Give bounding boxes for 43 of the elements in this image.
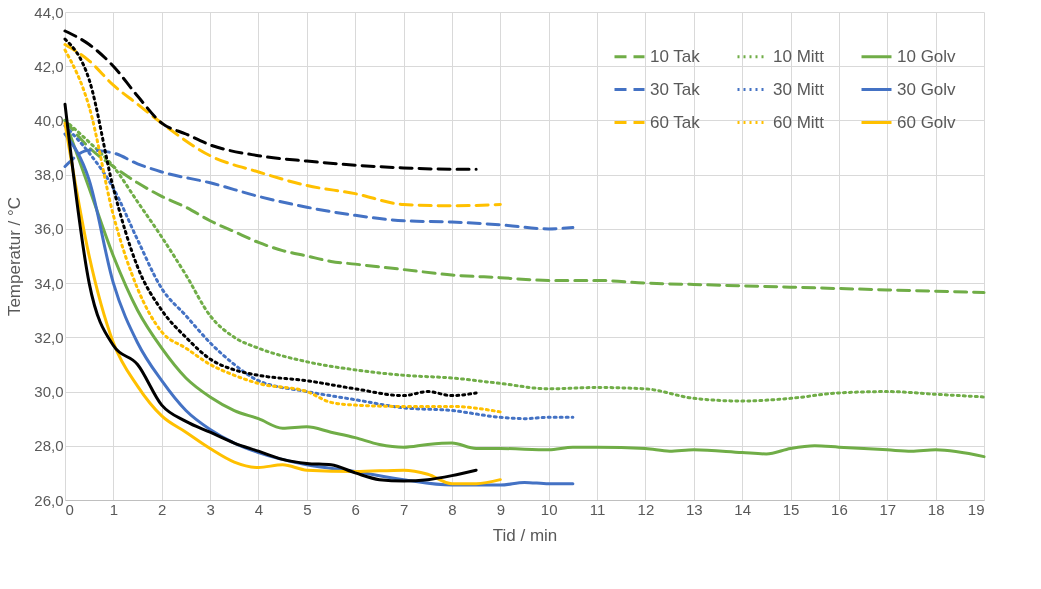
y-tick-label: 30,0 [34, 383, 64, 401]
x-axis-title: Tid / min [492, 525, 558, 545]
legend-label: 10 Tak [650, 46, 701, 66]
y-tick-label: 44,0 [34, 3, 64, 21]
y-tick-label: 34,0 [34, 274, 64, 292]
legend-label: 30 Mitt [773, 79, 825, 99]
x-tick-label: 2 [158, 500, 167, 518]
x-tick-label: 15 [782, 500, 800, 518]
y-tick-label: 28,0 [34, 437, 64, 455]
x-tick-label: 18 [927, 500, 945, 518]
x-tick-label: 10 [540, 500, 558, 518]
y-tick-label: 26,0 [34, 491, 64, 509]
x-tick-label: 11 [589, 500, 606, 518]
x-tick-label: 3 [206, 500, 215, 518]
x-tick-label: 7 [399, 500, 409, 518]
x-tick-label: 4 [254, 500, 264, 518]
x-tick-label: 16 [831, 500, 848, 518]
legend-label: 30 Golv [897, 79, 957, 99]
x-tick-label: 5 [303, 500, 312, 518]
x-tick-label: 13 [685, 500, 703, 518]
legend-label: 30 Tak [650, 79, 701, 99]
x-tick-label: 0 [65, 500, 74, 518]
x-tick-label: 14 [734, 500, 751, 518]
y-tick-label: 36,0 [34, 220, 64, 238]
y-tick-label: 40,0 [34, 111, 64, 129]
x-tick-label: 17 [879, 500, 897, 518]
x-tick-label: 8 [448, 500, 457, 518]
y-tick-label: 38,0 [34, 166, 64, 184]
x-tick-label: 1 [109, 500, 119, 518]
y-tick-label: 32,0 [34, 328, 64, 346]
line-series [63, 124, 575, 421]
legend-label: 60 Mitt [773, 112, 825, 132]
x-tick-label: 9 [496, 500, 505, 518]
legend-label: 60 Golv [897, 112, 957, 132]
legend-label: 10 Mitt [773, 46, 825, 66]
x-tick-label: 12 [637, 500, 655, 518]
x-tick-label: 19 [967, 500, 985, 518]
line-series [63, 29, 478, 171]
y-tick-label: 42,0 [34, 57, 64, 75]
x-tick-label: 6 [351, 500, 360, 518]
legend-label: 60 Tak [650, 112, 701, 132]
y-axis-title: Temperatur / °C [5, 196, 25, 317]
legend-label: 10 Golv [897, 46, 957, 66]
